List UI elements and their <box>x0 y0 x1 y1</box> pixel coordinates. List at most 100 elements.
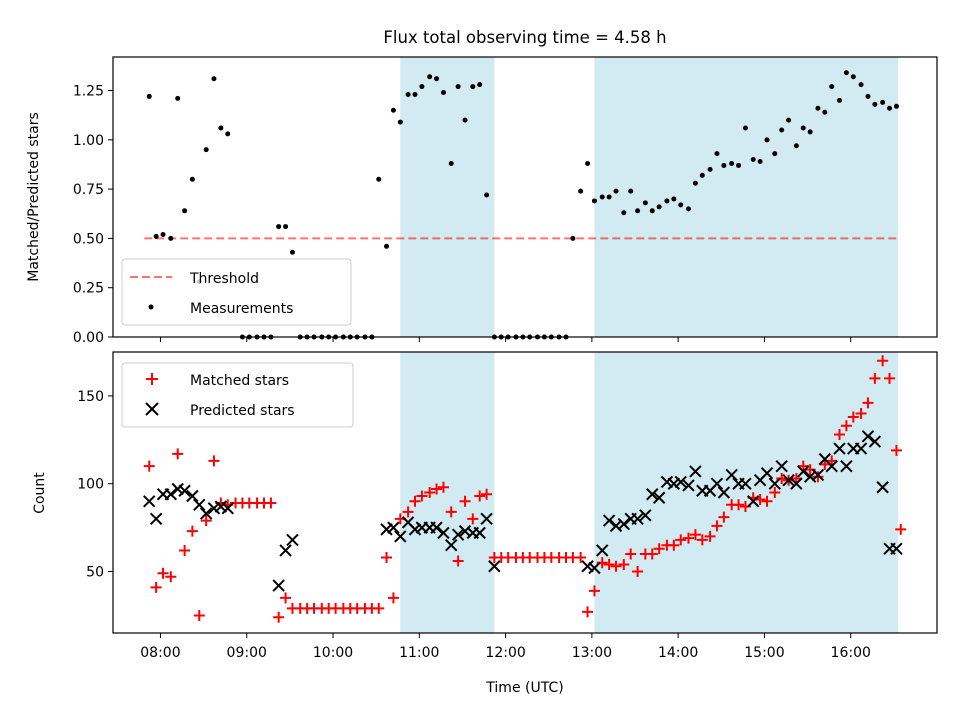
matched-star-point <box>797 460 809 472</box>
count-panel-x-tick-label: 09:00 <box>227 645 267 661</box>
predicted-star-point <box>617 517 631 531</box>
count-panel-shaded-interval-2 <box>594 352 899 633</box>
measurement-point <box>843 70 849 76</box>
count-legend-matched-label: Matched stars <box>190 373 289 389</box>
predicted-star-point <box>739 477 752 490</box>
count-panel-shaded-interval-1 <box>400 352 495 633</box>
measurement-point <box>699 172 705 178</box>
count-panel-y-tick-label: 150 <box>77 389 104 405</box>
ratio-panel-shaded-interval-2 <box>594 57 899 337</box>
measurement-point <box>872 101 878 107</box>
count-panel-shaded-intervals <box>400 352 899 633</box>
ratio-panel-axes: 0.00 0.25 0.50 0.75 1.00 1.25 <box>73 56 938 346</box>
matched-star-point <box>733 499 745 511</box>
predicted-star-point <box>451 528 465 541</box>
measurement-point <box>376 176 382 182</box>
x-axis-label: Time (UTC) <box>485 680 563 696</box>
measurement-point <box>168 235 174 241</box>
predicted-star-point <box>387 521 400 534</box>
predicted-star-point <box>199 507 213 520</box>
count-panel-frame <box>112 351 938 634</box>
count-panel-x-tick-label: 16:00 <box>831 645 871 661</box>
matched-star-point <box>834 429 846 441</box>
ratio-panel-y-tick-label: 0.00 <box>73 330 104 346</box>
predicted-star-point <box>596 544 609 557</box>
count-panel-y-axis-label: Count <box>32 472 48 514</box>
ratio-legend-measurements-swatch <box>148 304 154 310</box>
matched-star-point <box>273 611 285 623</box>
measurement-point <box>477 82 483 88</box>
measurement-point <box>779 127 785 133</box>
matched-star-point <box>761 495 773 507</box>
matched-star-point <box>610 560 622 572</box>
count-panel-y-tick-label: 100 <box>77 477 104 493</box>
predicted-star-point <box>890 542 903 555</box>
ratio-panel-frame <box>112 56 938 338</box>
predicted-star-point <box>272 579 285 592</box>
measurement-point <box>807 129 813 135</box>
count-panel: 50 100 150 08:00 09:00 10:00 11:00 12:00 13:00 14… <box>32 351 938 696</box>
predicted-star-point <box>710 477 724 490</box>
predicted-star-point <box>747 495 760 508</box>
predicted-star-point <box>868 435 882 448</box>
measurement-point <box>289 249 295 255</box>
predicted-star-point <box>437 526 450 540</box>
matched-star-point <box>769 487 781 498</box>
count-panel-axes: 50 100 150 08:00 09:00 10:00 11:00 12:00 13:00 14… <box>77 351 938 661</box>
matched-star-point <box>193 609 205 621</box>
predicted-star-point <box>689 465 702 478</box>
matched-star-point <box>208 455 220 467</box>
predicted-star-point <box>639 509 652 522</box>
predicted-star-point <box>480 512 493 526</box>
matched-star-point <box>416 490 428 502</box>
matched-star-point <box>812 471 824 483</box>
matched-star-point <box>265 497 277 509</box>
ratio-panel-shaded-intervals <box>400 57 899 337</box>
measurement-point <box>175 95 181 101</box>
predicted-star-point <box>674 475 687 489</box>
ratio-panel: 0.00 0.25 0.50 0.75 1.00 1.25 Matched/Predict… <box>26 56 938 346</box>
measurement-point <box>772 151 778 157</box>
matched-star-point <box>200 515 212 527</box>
measurement-point <box>455 84 461 90</box>
predicted-star-point <box>149 512 163 526</box>
measurement-point <box>714 151 720 157</box>
measurement-point <box>591 198 597 204</box>
measurement-point <box>880 99 886 105</box>
ratio-panel-y-tick-label: 0.75 <box>73 182 104 198</box>
matched-star-point <box>588 585 600 597</box>
matched-star-point <box>452 555 464 567</box>
matched-star-point <box>675 534 687 546</box>
measurement-point <box>218 125 224 131</box>
predicted-star-point <box>279 544 292 557</box>
matched-star-point <box>819 458 831 470</box>
matched-star-point <box>869 372 881 384</box>
measurement-point <box>211 76 217 82</box>
measurement-point <box>656 204 662 210</box>
measurement-point <box>649 208 655 214</box>
matched-star-point <box>653 543 665 555</box>
measurement-point <box>412 91 418 97</box>
matched-star-point <box>895 523 907 535</box>
predicted-star-point <box>725 468 738 482</box>
measurement-point <box>635 208 641 214</box>
measurement-point <box>384 243 390 249</box>
measurement-point <box>621 210 627 216</box>
measurement-point <box>484 192 490 198</box>
measurement-point <box>613 188 619 194</box>
ratio-legend-threshold-label: Threshold <box>189 271 259 287</box>
measurement-point <box>786 117 792 123</box>
count-panel-y-tick-label: 50 <box>86 565 104 581</box>
measurement-point <box>606 194 612 200</box>
measurement-point <box>203 147 209 153</box>
count-panel-x-tick-label: 12:00 <box>485 645 525 661</box>
measurement-point <box>793 143 799 149</box>
matched-star-point <box>381 551 393 563</box>
matched-star-point <box>711 520 723 532</box>
predicted-star-point <box>797 465 810 478</box>
predicted-star-point <box>775 459 788 473</box>
matched-star-point <box>826 455 838 467</box>
ratio-panel-y-tick-label: 0.50 <box>73 231 104 247</box>
measurement-point <box>750 157 756 163</box>
count-panel-x-tick-label: 14:00 <box>658 645 698 661</box>
